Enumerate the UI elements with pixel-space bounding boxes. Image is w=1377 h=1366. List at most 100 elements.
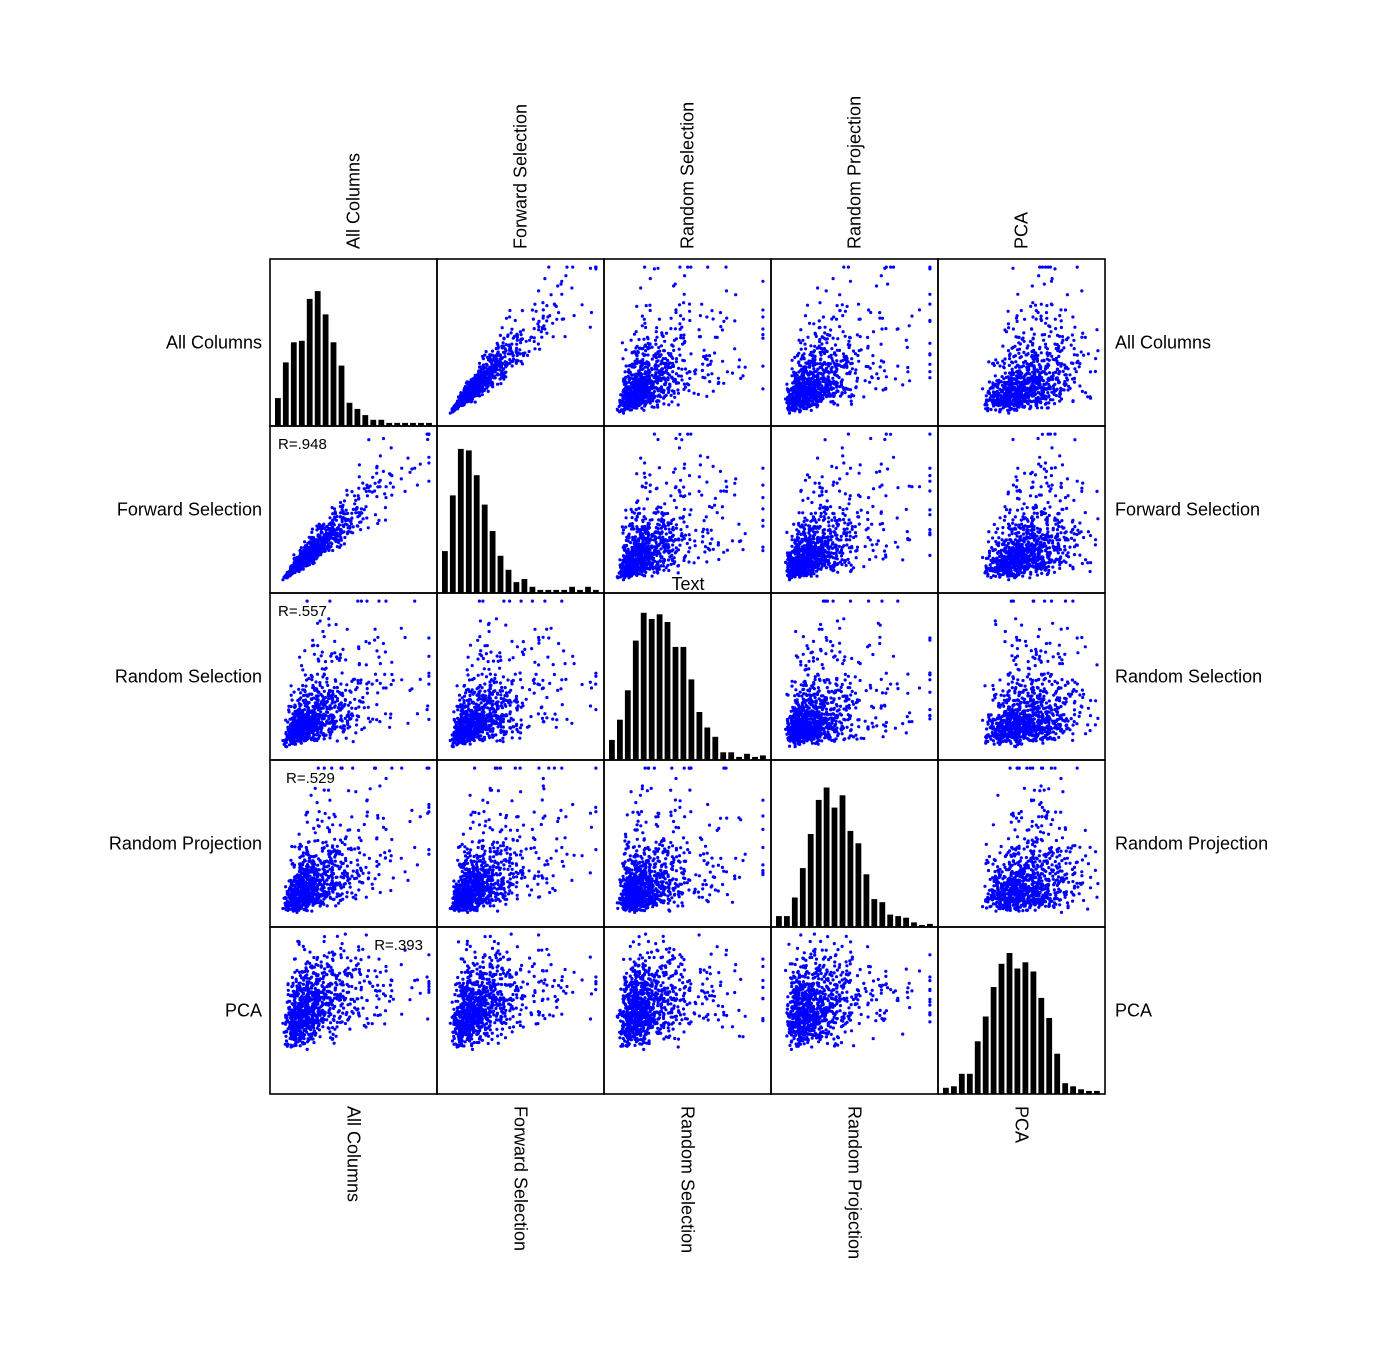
- scatter-point: [339, 528, 343, 532]
- scatter-point: [693, 544, 697, 548]
- scatter-point: [1039, 318, 1044, 323]
- scatter-point: [648, 277, 652, 281]
- scatter-point: [802, 352, 806, 356]
- scatter-point: [702, 348, 706, 352]
- scatter-point: [642, 387, 646, 391]
- scatter-point: [549, 293, 553, 297]
- scatter-point: [623, 396, 627, 400]
- scatter-point: [1013, 344, 1017, 348]
- scatter-point: [1028, 379, 1032, 383]
- scatter-point: [486, 389, 490, 393]
- scatter-point: [672, 348, 676, 352]
- scatter-point: [491, 385, 495, 389]
- scatter-point: [683, 367, 688, 371]
- scatter-point: [345, 493, 349, 497]
- scatter-point: [863, 379, 867, 383]
- scatter-point: [1054, 327, 1058, 331]
- scatter-point: [836, 403, 840, 407]
- scatter-point: [340, 505, 345, 509]
- scatter-point: [1056, 378, 1060, 383]
- scatter-point: [831, 336, 835, 340]
- scatter-point: [513, 318, 517, 323]
- scatter-point: [465, 395, 469, 399]
- histogram-bar: [298, 340, 305, 427]
- scatter-point: [874, 387, 878, 391]
- scatter-point: [621, 531, 625, 535]
- scatter-point: [652, 432, 657, 436]
- scatter-point: [384, 485, 388, 489]
- scatter-point: [689, 265, 693, 269]
- scatter-point: [459, 391, 463, 395]
- scatter-point: [1028, 363, 1032, 367]
- scatter-point: [1061, 338, 1065, 342]
- scatter-point: [657, 345, 661, 350]
- scatter-point: [717, 380, 721, 384]
- scatter-point: [878, 311, 882, 315]
- scatter-point: [1068, 373, 1072, 377]
- scatter-point: [560, 279, 564, 283]
- scatter-point: [788, 400, 792, 404]
- scatter-point: [789, 387, 794, 391]
- scatter-point: [509, 331, 513, 335]
- scatter-point: [334, 511, 338, 516]
- scatter-point: [805, 303, 810, 307]
- scatter-point: [643, 461, 647, 465]
- scatter-point: [850, 367, 855, 371]
- scatter-point: [514, 358, 519, 362]
- scatter-point: [674, 523, 679, 527]
- scatter-point: [488, 355, 492, 359]
- scatter-point: [415, 483, 419, 487]
- scatter-point: [1045, 347, 1050, 351]
- scatter-point: [367, 438, 371, 442]
- scatter-point: [681, 358, 685, 362]
- scatter-point: [644, 325, 648, 330]
- scatter-point: [821, 315, 826, 319]
- scatter-point: [500, 326, 504, 330]
- scatter-point: [666, 378, 670, 382]
- scatter-point: [361, 517, 365, 521]
- scatter-point: [686, 265, 690, 269]
- scatter-point: [855, 379, 859, 383]
- scatter-point: [459, 403, 463, 407]
- scatter-point: [478, 365, 482, 369]
- scatter-point: [1042, 370, 1046, 374]
- scatter-point: [1059, 308, 1063, 312]
- scatter-point: [1054, 370, 1058, 374]
- scatter-point: [1048, 265, 1052, 269]
- scatter-point: [1023, 388, 1027, 392]
- scatter-point: [310, 527, 314, 531]
- scatter-point: [662, 402, 666, 406]
- scatter-point: [1007, 363, 1011, 367]
- scatter-point: [673, 395, 677, 399]
- scatter-point: [527, 349, 531, 354]
- scatter-point: [791, 391, 795, 395]
- scatter-point: [537, 289, 541, 293]
- scatter-point: [1010, 381, 1014, 385]
- scatter-point: [1010, 360, 1014, 364]
- scatter-point: [352, 494, 357, 498]
- scatter-point: [725, 316, 729, 320]
- scatter-point: [1040, 265, 1044, 269]
- scatter-point: [802, 356, 806, 360]
- scatter-point: [804, 347, 808, 351]
- scatter-point: [821, 376, 825, 380]
- scatter-point: [725, 548, 730, 552]
- scatter-point: [528, 338, 532, 342]
- scatter-point: [832, 315, 836, 319]
- scatter-point: [687, 533, 691, 537]
- scatter-point: [1064, 373, 1068, 377]
- scatter-point: [640, 395, 645, 399]
- scatter-point: [537, 328, 541, 332]
- scatter-point: [1001, 344, 1005, 348]
- scatter-point: [858, 317, 862, 321]
- scatter-point: [521, 351, 525, 356]
- scatter-point: [648, 308, 652, 313]
- scatter-point: [981, 387, 985, 391]
- scatter-point: [838, 325, 842, 329]
- scatter-point: [508, 358, 512, 362]
- scatter-point: [304, 544, 309, 548]
- scatter-point: [639, 286, 643, 290]
- scatter-point: [823, 325, 827, 329]
- scatter-point: [301, 561, 305, 565]
- scatter-point: [330, 542, 334, 546]
